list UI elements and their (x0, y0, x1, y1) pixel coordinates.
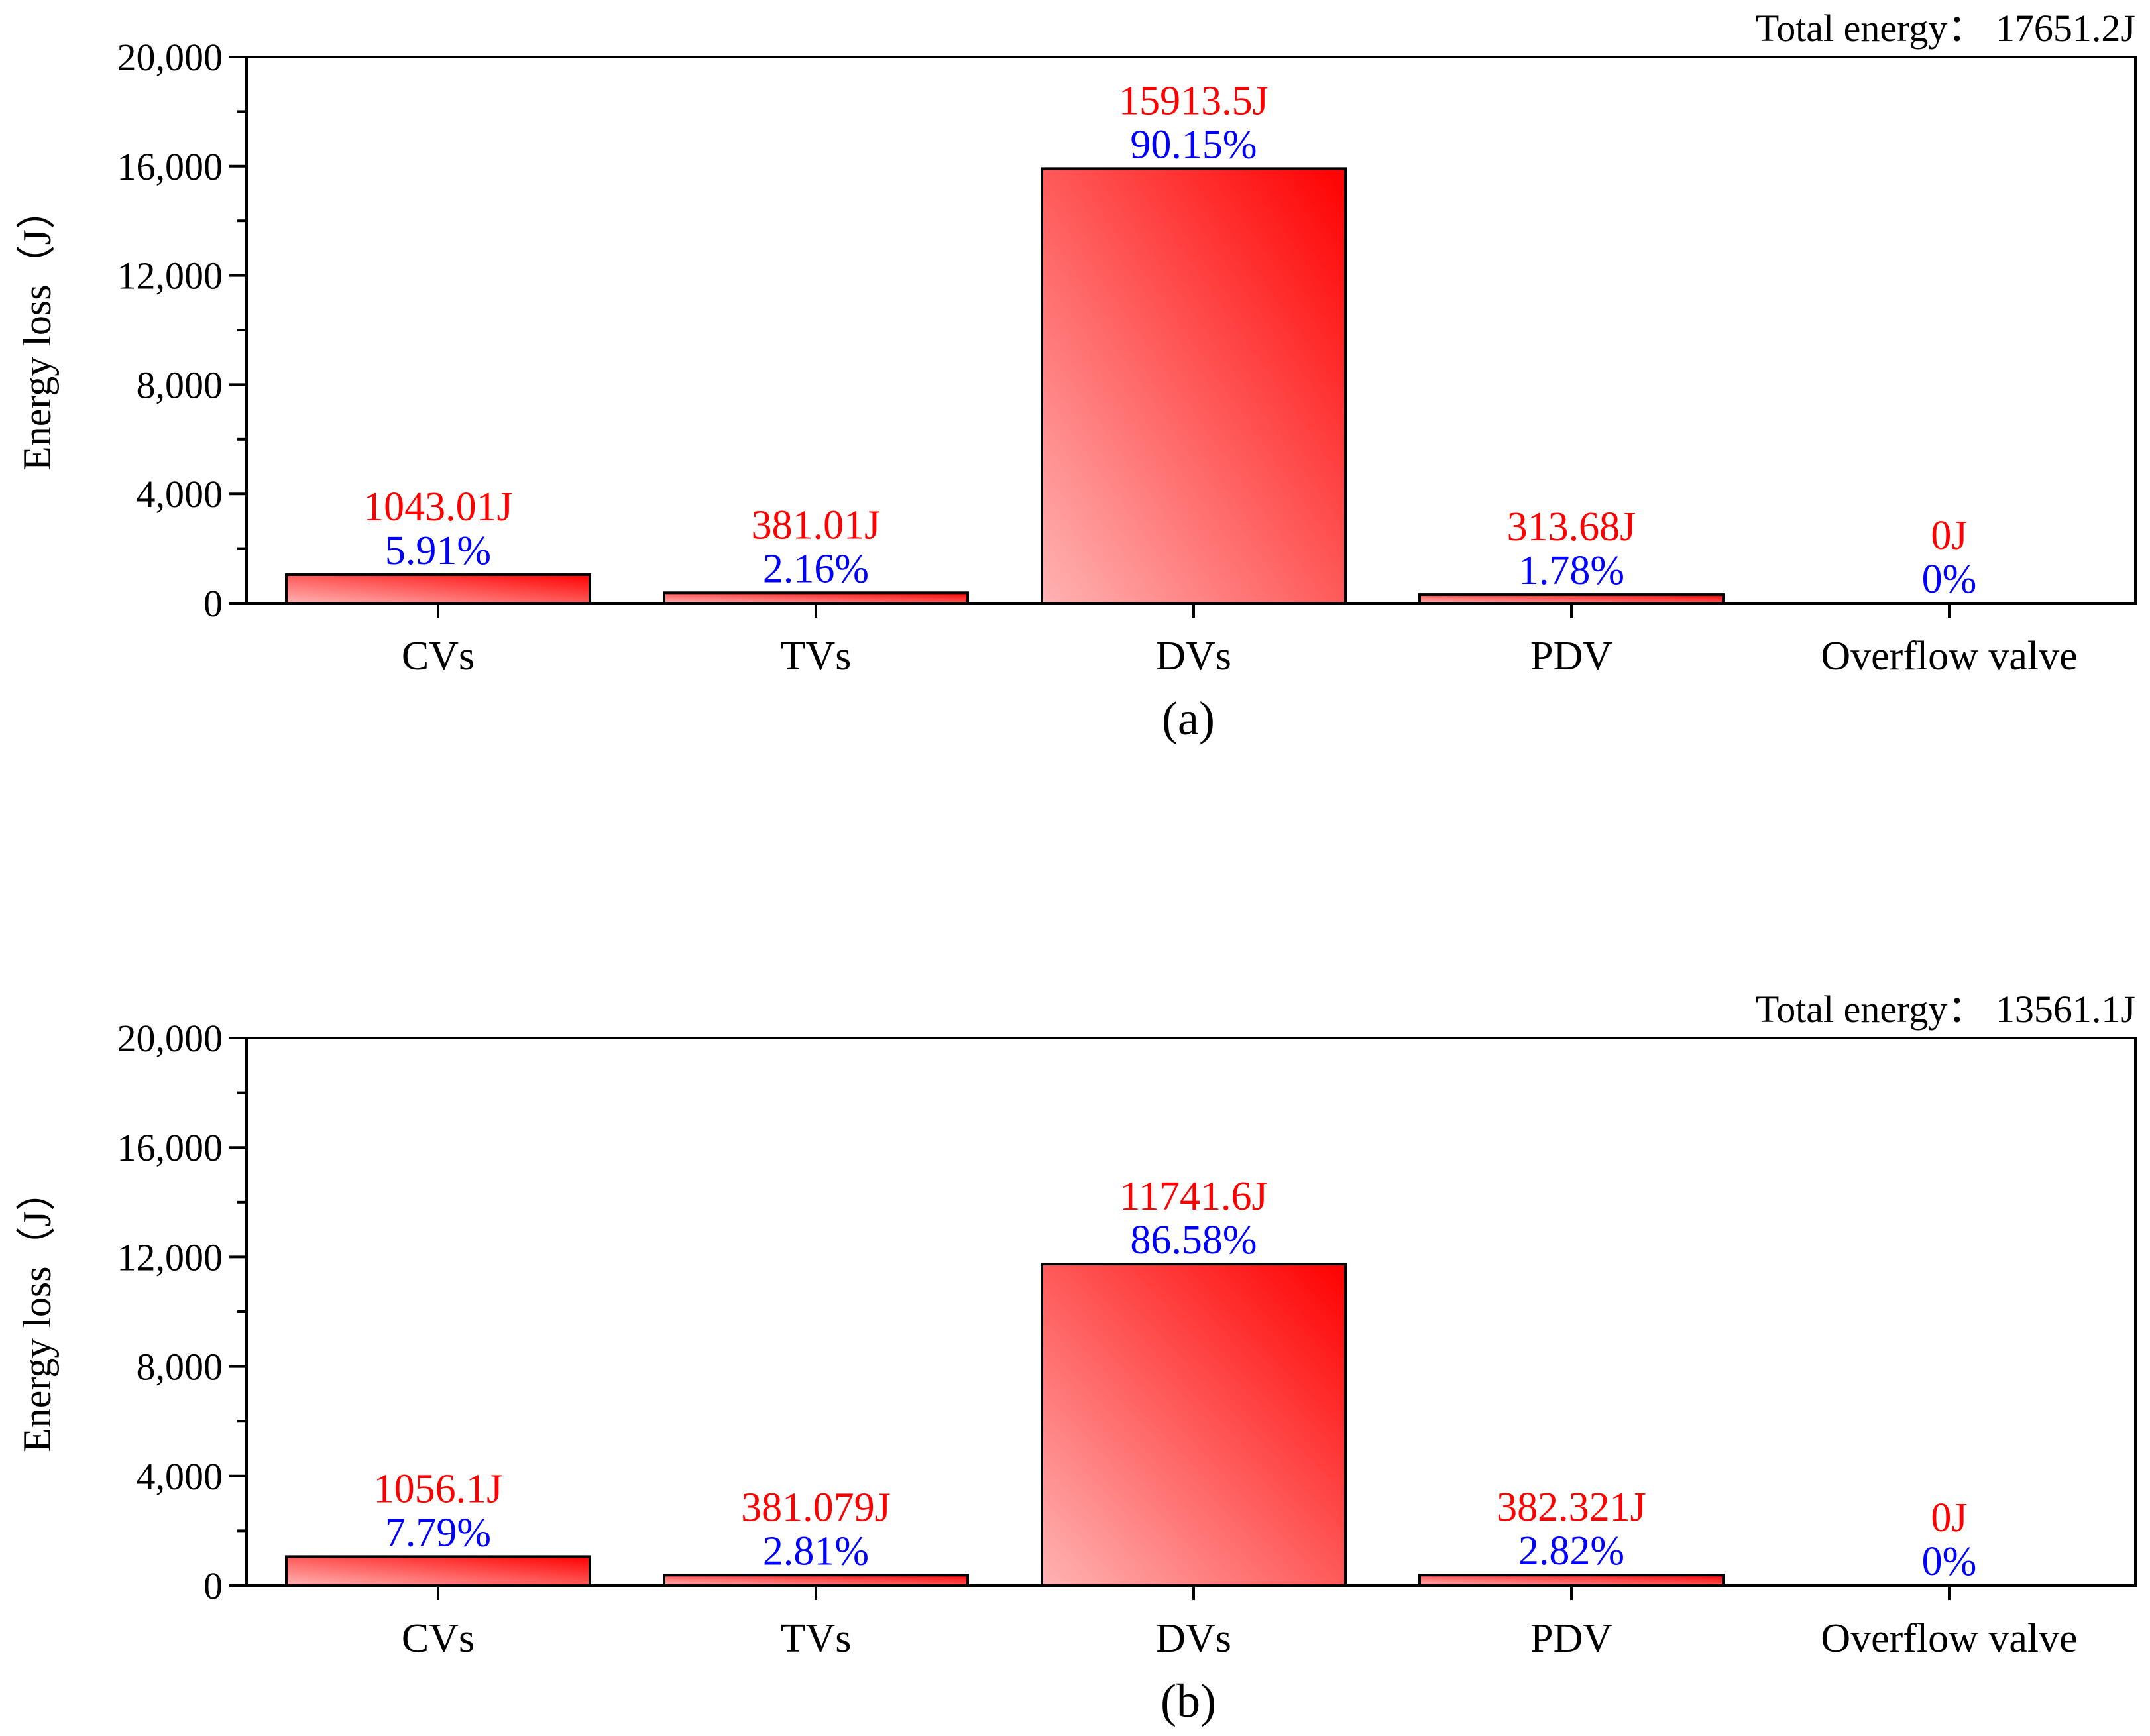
bar-pdv (1418, 1574, 1725, 1588)
y-tick-label: 0 (203, 582, 223, 625)
x-category-label: Overflow valve (1821, 1616, 2077, 1661)
x-category-label: CVs (402, 1616, 475, 1661)
x-category-label: TVs (781, 634, 852, 679)
panel-a-chart: 0 4,000 8,000 12,000 16,000 20,000 Energy loss… (15, 7, 2137, 745)
value-label: 11741.6J (1119, 1174, 1267, 1219)
percent-label: 7.79% (385, 1510, 491, 1555)
percent-label: 2.82% (1518, 1529, 1624, 1574)
bar-cvs (285, 573, 591, 605)
total-energy-label: Total energy： 13561.1J (1756, 988, 2135, 1031)
value-label: 381.01J (752, 502, 881, 548)
x-category-label: DVs (1156, 1616, 1231, 1661)
total-energy-label: Total energy： 17651.2J (1756, 7, 2135, 50)
bar-tvs (663, 1574, 969, 1588)
bar-pdv (1418, 593, 1725, 605)
panel-label: (b) (1160, 1674, 1216, 1727)
x-category-label: PDV (1530, 634, 1612, 679)
panel-b-chart: 0 4,000 8,000 12,000 16,000 20,000 Energy loss… (15, 988, 2137, 1727)
value-label: 1043.01J (363, 485, 513, 530)
y-axis-title: Energy loss（J） (15, 190, 59, 471)
x-category-label: TVs (781, 1616, 852, 1661)
value-label: 0J (1931, 1495, 1967, 1540)
y-tick-label: 0 (203, 1564, 223, 1607)
value-label: 15913.5J (1119, 78, 1269, 123)
value-label: 381.079J (741, 1485, 891, 1530)
bar-dvs (1041, 167, 1347, 605)
bar-cvs (285, 1555, 591, 1587)
value-label: 1056.1J (374, 1466, 503, 1511)
y-tick-label: 8,000 (137, 1346, 223, 1389)
panel-label: (a) (1162, 692, 1215, 745)
y-tick-label: 16,000 (117, 145, 223, 188)
x-category-label: Overflow valve (1821, 634, 2077, 679)
y-tick-label: 4,000 (137, 473, 223, 516)
percent-label: 2.81% (763, 1529, 869, 1574)
x-category-label: PDV (1530, 1616, 1612, 1661)
bar-dvs (1041, 1263, 1347, 1587)
value-label: 0J (1931, 513, 1967, 558)
y-tick-label: 16,000 (117, 1126, 223, 1169)
percent-label: 2.16% (763, 546, 869, 591)
y-tick-label: 20,000 (117, 36, 223, 79)
percent-label: 5.91% (385, 528, 491, 573)
y-tick-label: 12,000 (117, 1236, 223, 1279)
x-category-label: CVs (402, 634, 475, 679)
y-tick-label: 8,000 (137, 363, 223, 406)
bar-tvs (663, 591, 969, 605)
percent-label: 90.15% (1130, 122, 1257, 167)
percent-label: 0% (1922, 1539, 1977, 1584)
percent-label: 1.78% (1518, 548, 1624, 593)
percent-label: 0% (1922, 557, 1977, 602)
y-tick-label: 12,000 (117, 255, 223, 298)
value-label: 313.68J (1507, 504, 1636, 550)
y-axis-title: Energy loss（J） (15, 1171, 59, 1452)
percent-label: 86.58% (1130, 1218, 1257, 1263)
y-tick-label: 20,000 (117, 1017, 223, 1060)
x-category-label: DVs (1156, 634, 1231, 679)
value-label: 382.321J (1497, 1485, 1646, 1530)
y-tick-label: 4,000 (137, 1455, 223, 1498)
